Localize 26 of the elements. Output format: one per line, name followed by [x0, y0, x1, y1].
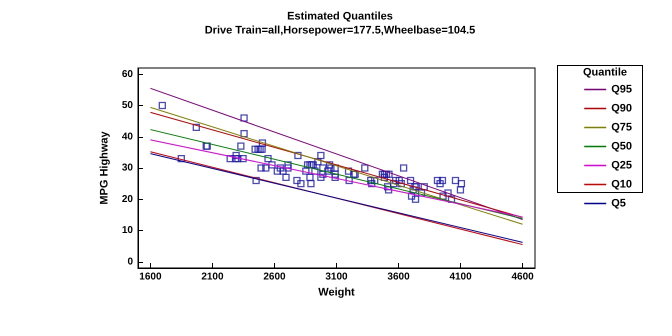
y-tick-label: 50	[122, 100, 134, 111]
x-tick-label: 4600	[511, 272, 534, 282]
x-tick-label: 3100	[325, 272, 348, 282]
y-tick-label: 30	[122, 162, 134, 174]
legend-label: Q95	[611, 84, 632, 96]
legend-label: Q50	[611, 140, 632, 152]
y-tick-label: 60	[122, 68, 134, 80]
y-tick-label: 40	[122, 131, 134, 142]
legend-label: Q25	[611, 160, 632, 172]
y-axis-title: MPG Highway	[98, 130, 110, 205]
x-tick-label: 2600	[263, 272, 286, 282]
x-axis-title: Weight	[318, 286, 356, 298]
y-tick-label: 20	[122, 194, 134, 205]
y-tick-label: 10	[122, 225, 134, 236]
x-tick-label: 2100	[201, 272, 224, 282]
legend-title: Quantile	[582, 66, 628, 78]
x-tick-label: 4100	[449, 272, 472, 282]
chart-title: Estimated Quantiles	[287, 10, 393, 22]
y-tick-label: 0	[127, 256, 134, 268]
x-tick-label: 1600	[139, 272, 162, 282]
chart-subtitle: Drive Train=all,Horsepower=177.5,Wheelbase=104.5	[204, 24, 476, 36]
legend-label: Q90	[611, 102, 632, 114]
legend-label: Q5	[611, 198, 626, 210]
x-tick-label: 3600	[387, 272, 410, 282]
legend-label: Q75	[611, 122, 632, 134]
legend-label: Q10	[611, 178, 632, 190]
